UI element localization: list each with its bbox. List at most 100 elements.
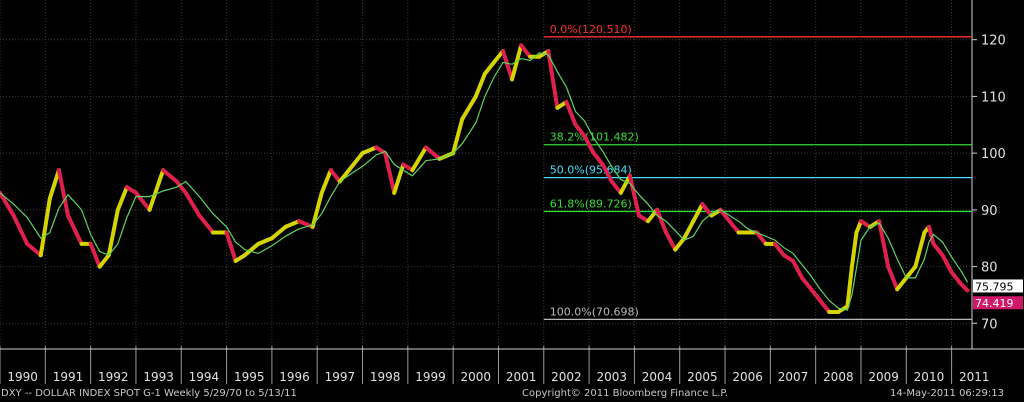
price-segment xyxy=(618,173,632,195)
price-segment xyxy=(727,219,741,235)
price-segment xyxy=(582,134,596,156)
price-segment xyxy=(115,185,129,212)
price-segment xyxy=(161,168,179,184)
x-tick-label: 2000 xyxy=(461,370,492,384)
price-segment xyxy=(0,190,16,218)
price-segment xyxy=(183,190,202,218)
price-segment xyxy=(673,236,687,252)
price-segment xyxy=(949,270,963,286)
secondary-price-tag xyxy=(973,296,1023,310)
price-segment xyxy=(664,230,678,252)
x-tick-label: 1990 xyxy=(7,370,38,384)
price-segment xyxy=(328,168,342,184)
price-segment xyxy=(106,207,120,258)
last-price-label: 75.795 xyxy=(975,280,1014,293)
price-segment xyxy=(646,207,660,224)
price-segment xyxy=(423,145,442,161)
price-segment xyxy=(772,241,786,258)
price-segment xyxy=(877,219,891,269)
price-segment xyxy=(895,275,909,292)
x-tick-label: 1996 xyxy=(279,370,310,384)
price-segment xyxy=(269,224,288,241)
price-segment xyxy=(491,49,505,65)
price-segment xyxy=(958,281,970,293)
price-segment xyxy=(38,196,52,258)
price-segment xyxy=(360,145,379,156)
price-segment xyxy=(700,202,714,218)
price-segment xyxy=(47,168,61,201)
x-tick-label: 2007 xyxy=(778,370,809,384)
x-tick-label: 2003 xyxy=(596,370,627,384)
price-segment xyxy=(564,100,578,127)
price-segment xyxy=(854,219,863,235)
price-segment xyxy=(718,207,732,224)
price-segment xyxy=(500,49,515,82)
price-segment xyxy=(600,162,614,184)
price-segment xyxy=(627,173,641,218)
price-segment xyxy=(926,224,936,246)
price-segment xyxy=(242,241,261,258)
price-segment xyxy=(65,213,84,246)
price-segment xyxy=(849,230,859,269)
price-segment xyxy=(473,71,487,99)
footer-timestamp: 14-May-2011 06:29:13 xyxy=(890,388,1004,399)
price-segment xyxy=(11,213,30,246)
fib-level-label: 0.0%(120.510) xyxy=(550,23,632,36)
price-segment xyxy=(133,190,152,212)
y-tick-label: 70 xyxy=(981,317,998,332)
x-tick-label: 1994 xyxy=(189,370,220,384)
price-segment xyxy=(310,190,324,229)
price-segment xyxy=(791,258,805,280)
x-tick-label: 2004 xyxy=(642,370,673,384)
price-segment xyxy=(25,241,43,258)
x-tick-label: 2005 xyxy=(687,370,718,384)
price-segment xyxy=(754,230,768,246)
y-tick-label: 100 xyxy=(981,147,1006,162)
price-segment xyxy=(197,213,215,235)
price-segment xyxy=(591,151,605,167)
price-segment xyxy=(351,151,365,167)
price-segment xyxy=(931,241,945,258)
price-segment xyxy=(174,179,188,195)
y-tick-label: 120 xyxy=(981,34,1006,49)
fib-level-label: 61.8%(89.726) xyxy=(550,197,632,210)
price-segment xyxy=(410,145,428,173)
price-segment xyxy=(573,122,587,139)
price-segment xyxy=(97,253,111,269)
price-segment xyxy=(940,253,954,275)
price-segment xyxy=(655,207,669,235)
moving-average-line xyxy=(0,52,969,311)
price-segment xyxy=(800,275,814,292)
price-segment xyxy=(546,49,560,110)
price-segment xyxy=(460,94,478,122)
y-tick-label: 90 xyxy=(981,204,998,219)
price-segment xyxy=(224,230,238,263)
price-segment xyxy=(609,179,623,195)
x-tick-label: 2008 xyxy=(823,370,854,384)
price-segment xyxy=(337,162,356,184)
footer-security-info: DXY -- DOLLAR INDEX SPOT G-1 Weekly 5/29… xyxy=(1,388,297,399)
x-tick-label: 2002 xyxy=(551,370,582,384)
price-chart: 70 80 90 100 110 120 1990 1991 1992 1993 1994 1995 1… xyxy=(0,0,1024,386)
price-segment xyxy=(482,60,496,76)
x-tick-label: 2010 xyxy=(914,370,945,384)
price-segment xyxy=(519,43,533,59)
price-segment xyxy=(256,236,274,246)
price-segment xyxy=(904,264,918,280)
price-segment xyxy=(886,264,900,292)
price-segment xyxy=(845,264,854,309)
x-tick-label: 2011 xyxy=(959,370,990,384)
x-tick-label: 1991 xyxy=(53,370,84,384)
y-tick-label: 110 xyxy=(981,90,1006,105)
x-tick-label: 2009 xyxy=(868,370,899,384)
y-tick-label: 80 xyxy=(981,261,998,276)
last-price-tag xyxy=(973,279,1023,293)
price-segment xyxy=(88,241,102,269)
x-tick-label: 1998 xyxy=(370,370,401,384)
x-tick-label: 2006 xyxy=(732,370,763,384)
price-segment xyxy=(809,287,823,303)
x-tick-label: 1995 xyxy=(234,370,265,384)
price-segment xyxy=(691,202,705,224)
price-segment xyxy=(319,168,333,195)
x-tick-label: 2001 xyxy=(506,370,537,384)
